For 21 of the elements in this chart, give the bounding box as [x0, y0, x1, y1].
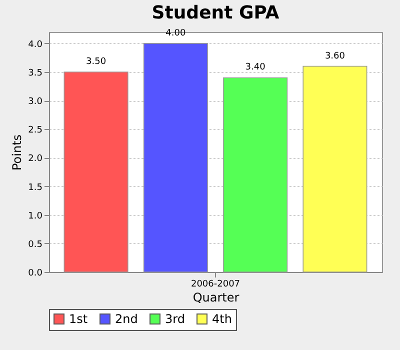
y-tick-label: 0.5 [28, 240, 42, 250]
y-tick-label: 0.0 [28, 268, 43, 278]
legend-label: 1st [69, 312, 88, 326]
data-label: 4.00 [166, 28, 186, 38]
y-tick-label: 2.0 [28, 154, 43, 164]
data-label: 3.40 [245, 62, 266, 73]
legend-label: 2nd [115, 312, 138, 326]
y-tick-label: 3.0 [28, 97, 43, 108]
x-axis-title: Quarter [192, 290, 240, 304]
y-tick-label: 1.5 [28, 182, 42, 193]
legend-label: 3rd [165, 312, 185, 326]
data-label: 3.60 [324, 51, 346, 62]
data-label: 3.50 [86, 57, 106, 67]
y-axis-title: Points [10, 134, 24, 171]
y-tick-label: 3.5 [28, 68, 42, 78]
y-tick-label: 4.0 [28, 40, 43, 50]
y-tick-label: 1.0 [28, 211, 43, 222]
chart-title: Student GPA [152, 2, 280, 24]
x-tick-label: 2006-2007 [190, 280, 240, 290]
y-tick-label: 2.5 [28, 126, 42, 136]
legend-label: 4th [212, 312, 232, 326]
